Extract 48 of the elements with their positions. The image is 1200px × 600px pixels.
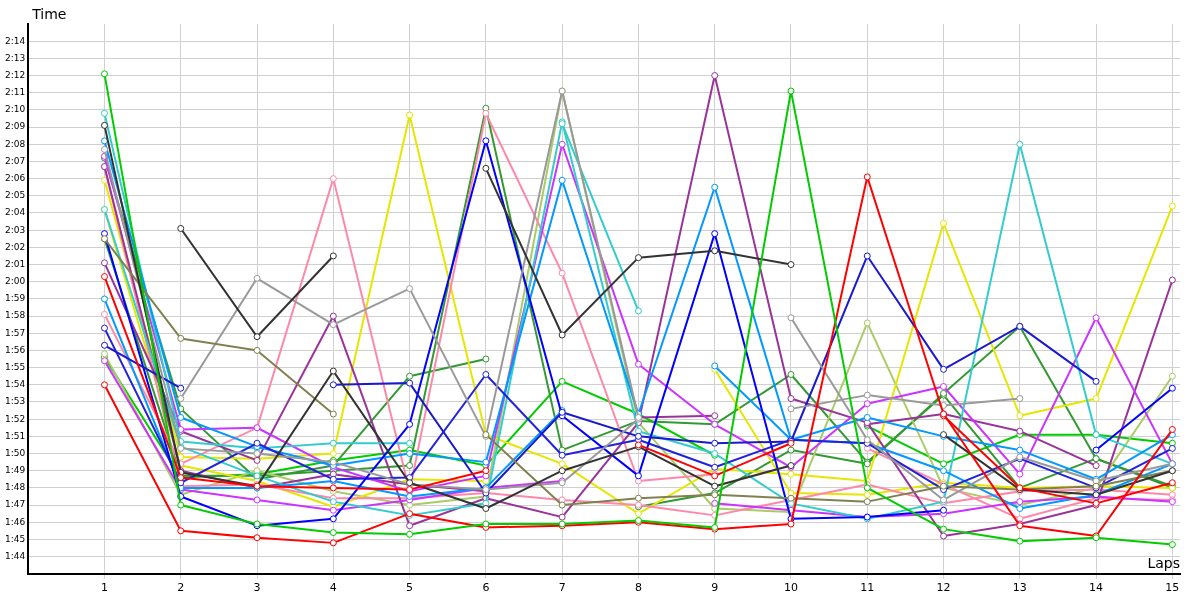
x-tick-label: 5 — [406, 581, 414, 595]
y-tick-label: 2:10 — [4, 104, 26, 115]
x-tick-label: 6 — [482, 581, 490, 595]
y-tick-label: 1:56 — [4, 344, 26, 355]
y-tick-label: 1:59 — [4, 293, 26, 304]
y-tick-label: 1:46 — [4, 516, 26, 527]
y-tick-label: 2:07 — [4, 155, 26, 166]
y-tick-label: 2:06 — [4, 172, 26, 183]
y-tick-label: 1:51 — [4, 430, 26, 441]
y-tick-label: 1:44 — [4, 550, 26, 561]
x-tick-label: 4 — [329, 581, 337, 595]
y-tick-label: 1:50 — [4, 447, 26, 458]
y-tick-label: 2:11 — [4, 87, 26, 98]
y-tick-label: 1:45 — [4, 533, 26, 544]
y-tick-label: 1:53 — [4, 396, 26, 407]
x-tick-label: 2 — [177, 581, 185, 595]
y-tick-label: 1:58 — [4, 310, 26, 321]
y-tick-label: 2:04 — [4, 207, 26, 218]
y-tick-label: 1:47 — [4, 499, 26, 510]
y-tick-label: 1:48 — [4, 482, 26, 493]
x-tick-label: 13 — [1012, 581, 1027, 595]
y-tick-label: 2:03 — [4, 224, 26, 235]
x-tick-label: 8 — [634, 581, 642, 595]
y-tick-label: 2:05 — [4, 190, 26, 201]
y-tick-label: 2:08 — [4, 138, 26, 149]
y-tick-label: 2:12 — [4, 69, 26, 80]
x-tick-label: 7 — [558, 581, 566, 595]
y-tick-label: 2:14 — [4, 35, 26, 46]
x-tick-label: 3 — [253, 581, 261, 595]
y-tick-label: 1:52 — [4, 413, 26, 424]
y-tick-label: 1:49 — [4, 465, 26, 476]
y-tick-label: 2:02 — [4, 241, 26, 252]
x-tick-label: 1 — [100, 581, 108, 595]
y-axis-title: Time — [31, 5, 67, 22]
x-tick-label: 14 — [1089, 581, 1104, 595]
y-tick-label: 2:13 — [4, 52, 26, 63]
x-tick-label: 10 — [783, 581, 798, 595]
y-tick-label: 2:00 — [4, 276, 26, 287]
y-tick-label: 2:01 — [4, 258, 26, 269]
x-tick-label: 11 — [860, 581, 875, 595]
x-tick-label: 9 — [711, 581, 719, 595]
x-tick-label: 15 — [1165, 581, 1180, 595]
y-tick-label: 1:54 — [4, 379, 26, 390]
x-tick-label: 12 — [936, 581, 951, 595]
y-tick-label: 1:57 — [4, 327, 26, 338]
y-tick-label: 1:55 — [4, 361, 26, 372]
y-tick-label: 2:09 — [4, 121, 26, 132]
x-axis-title: Laps — [1147, 555, 1180, 572]
